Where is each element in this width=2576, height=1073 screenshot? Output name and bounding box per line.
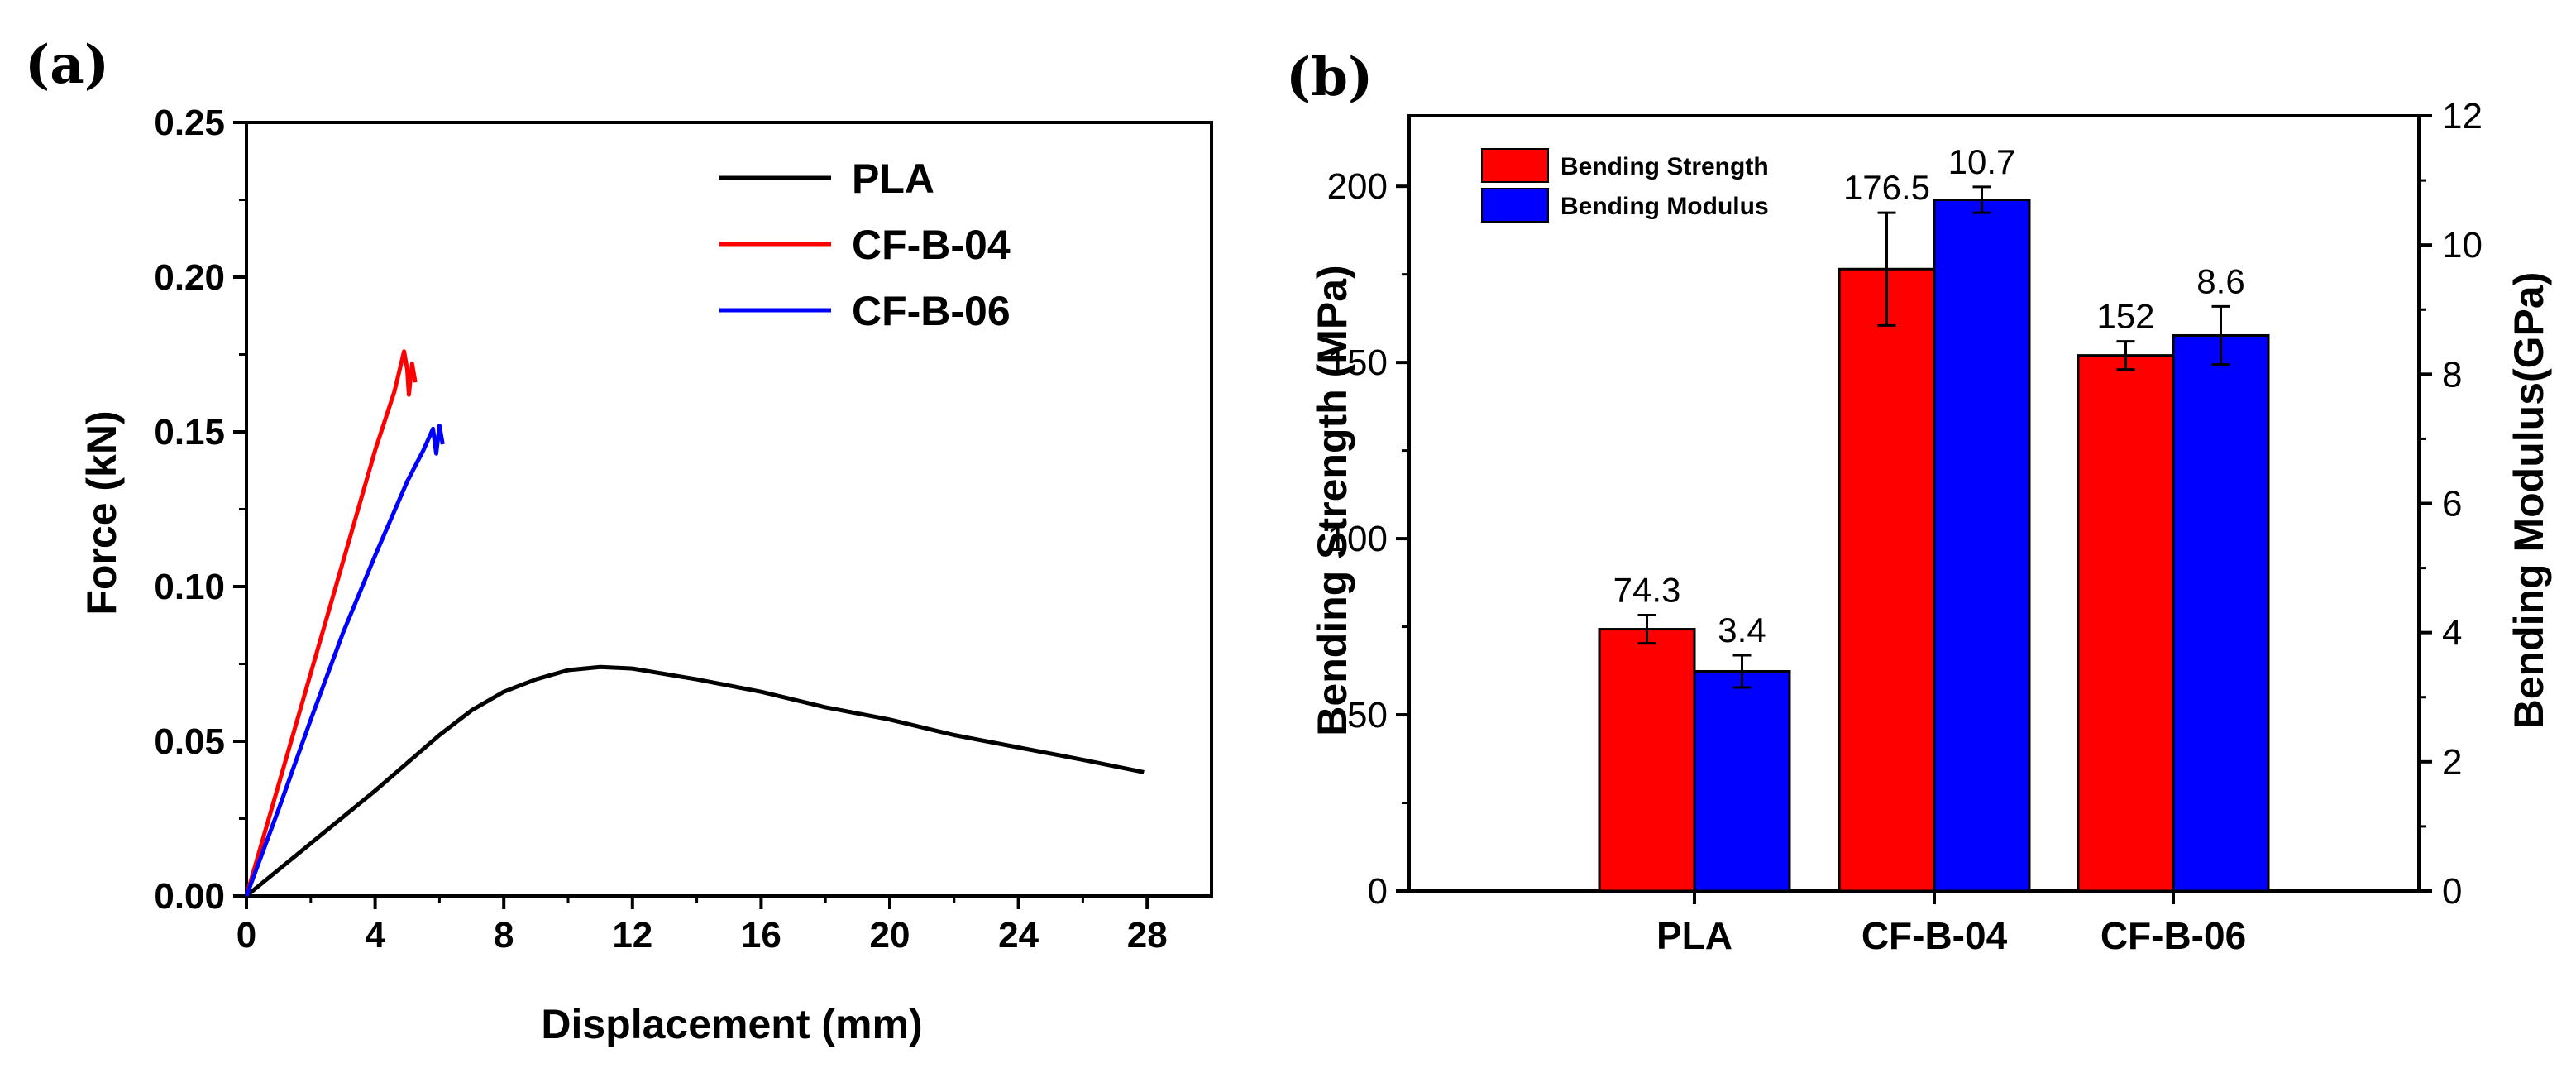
panel-a-y-axis-title: Force (kN): [79, 410, 125, 615]
panel-b-data-label: 176.5: [1843, 168, 1930, 207]
panel-a-y-tick-label: 0.10: [154, 567, 225, 607]
panel-a-axes: 0 4 8 12 16 20 24 28 0.00 0.05 0.10 0.15 0.20 0.25: [154, 103, 1213, 956]
panel-a-legend-label: PLA: [852, 156, 934, 202]
panel-b-bars: 74.3 3.4 176.5 10.7 152 8.6: [1598, 142, 2270, 893]
panel-b-label: (b): [1286, 46, 1373, 108]
panel-b-left-tick-label: 0: [1368, 871, 1388, 912]
panel-b-bar-bending-strength: [1598, 628, 1696, 893]
panel-b-right-tick-label: 6: [2442, 484, 2462, 525]
panel-b-data-label: 152: [2096, 297, 2154, 336]
panel-b-left-tick-label: 50: [1347, 695, 1388, 735]
panel-a-x-tick-label: 12: [612, 915, 652, 956]
panel-a-series-line-pla: [245, 664, 1145, 898]
panel-a-y-tick-label: 0.15: [154, 412, 225, 453]
panel-b-x-tick-label: CF-B-04: [1862, 914, 2008, 957]
panel-b-right-tick-label: 8: [2442, 354, 2462, 395]
panel-a: (a) 0 4 8 12 16 20 24 28 0.00 0.05 0.10 0.15 0.20 0.2…: [25, 34, 1213, 1047]
panel-a-x-tick-label: 16: [741, 915, 781, 956]
panel-b-bar-bending-modulus: [1693, 670, 1791, 893]
panel-b-data-label: 74.3: [1613, 571, 1681, 610]
panel-a-x-tick-label: 24: [998, 915, 1039, 956]
panel-a-series: [244, 349, 1145, 898]
panel-a-y-tick-label: 0.00: [154, 876, 225, 917]
panel-b-legend-label: Bending Strength: [1560, 153, 1769, 180]
panel-b-legend-swatch: [1481, 148, 1549, 183]
panel-a-y-tick-label: 0.05: [154, 721, 225, 762]
panel-a-x-tick-label: 4: [365, 915, 385, 956]
panel-b-data-label: 10.7: [1948, 142, 2016, 181]
panel-a-series-line-cf-b-06: [244, 424, 445, 897]
panel-b-left-tick-label: 100: [1327, 519, 1388, 559]
panel-a-x-tick-label: 0: [237, 915, 256, 956]
panel-b-right-tick-label: 12: [2442, 96, 2483, 137]
panel-b-legend: Bending Strength Bending Modulus: [1481, 148, 1769, 223]
panel-b-legend-swatch: [1481, 188, 1549, 223]
panel-b-bar-bending-modulus: [2172, 333, 2270, 893]
panel-b: (b) 0 50 100 150 200 0 2 4 6 8 10 12 PLA CF-B-04 CF-B-…: [1286, 46, 2552, 957]
panel-b-right-tick-label: 2: [2442, 742, 2462, 783]
panel-a-legend-label: CF-B-06: [852, 288, 1011, 334]
panel-b-x-tick-label: PLA: [1656, 914, 1732, 957]
panel-b-x-tick-label: CF-B-06: [2100, 914, 2246, 957]
panel-a-x-tick-label: 8: [494, 915, 514, 956]
panel-a-x-tick-label: 28: [1127, 915, 1168, 956]
panel-b-bar-bending-strength: [1838, 267, 1936, 893]
panel-a-series-line-cf-b-04: [244, 349, 418, 897]
panel-b-right-tick-label: 4: [2442, 613, 2462, 654]
panel-b-left-tick-label: 150: [1327, 342, 1388, 383]
panel-b-right-tick-label: 10: [2442, 225, 2483, 266]
panel-a-x-tick-label: 20: [870, 915, 910, 956]
panel-b-bar-bending-strength: [2077, 354, 2175, 893]
panel-b-data-label: 3.4: [1718, 611, 1766, 649]
panel-b-right-axis-title: Bending Modulus(GPa): [2506, 272, 2552, 730]
panel-a-y-tick-label: 0.25: [154, 103, 225, 143]
panel-a-plot-frame: [245, 121, 1213, 898]
panel-b-data-label: 8.6: [2196, 261, 2244, 300]
panel-a-y-tick-label: 0.20: [154, 257, 225, 298]
panel-b-left-axis-title: Bending Strength (MPa): [1309, 265, 1355, 735]
panel-b-left-tick-label: 200: [1327, 166, 1388, 207]
panel-b-bar-bending-modulus: [1933, 199, 2031, 893]
panel-b-right-tick-label: 0: [2442, 871, 2462, 912]
panel-a-x-axis-title: Displacement (mm): [541, 1001, 922, 1047]
panel-a-legend-label: CF-B-04: [852, 222, 1011, 268]
panel-a-label: (a): [25, 34, 109, 96]
panel-b-legend-label: Bending Modulus: [1560, 193, 1769, 220]
panel-a-legend: PLA CF-B-04 CF-B-06: [719, 156, 1011, 334]
